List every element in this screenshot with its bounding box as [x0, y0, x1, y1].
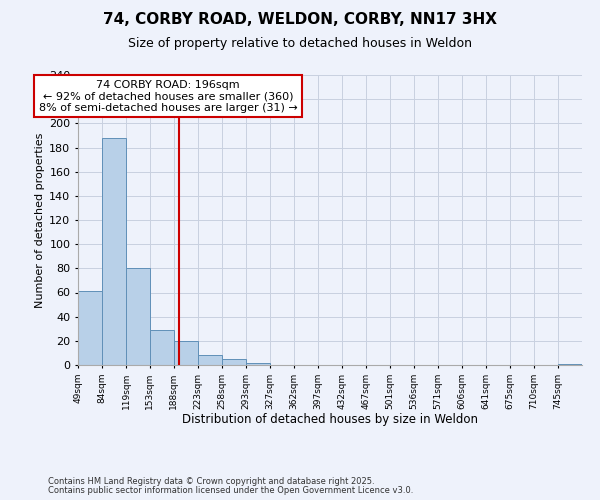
Bar: [222, 359, 246, 365]
Y-axis label: Number of detached properties: Number of detached properties: [35, 132, 45, 308]
Text: Contains HM Land Registry data © Crown copyright and database right 2025.: Contains HM Land Registry data © Crown c…: [48, 477, 374, 486]
Bar: [246, 362, 271, 365]
Text: Contains public sector information licensed under the Open Government Licence v3: Contains public sector information licen…: [48, 486, 413, 495]
Bar: [174, 341, 198, 365]
Bar: [198, 356, 222, 365]
X-axis label: Distribution of detached houses by size in Weldon: Distribution of detached houses by size …: [182, 413, 478, 426]
Bar: [558, 364, 582, 365]
Bar: [150, 330, 174, 365]
Bar: [126, 268, 151, 365]
Bar: [78, 292, 102, 365]
Bar: [102, 138, 126, 365]
Text: 74 CORBY ROAD: 196sqm
← 92% of detached houses are smaller (360)
8% of semi-deta: 74 CORBY ROAD: 196sqm ← 92% of detached …: [38, 80, 298, 113]
Text: Size of property relative to detached houses in Weldon: Size of property relative to detached ho…: [128, 38, 472, 51]
Text: 74, CORBY ROAD, WELDON, CORBY, NN17 3HX: 74, CORBY ROAD, WELDON, CORBY, NN17 3HX: [103, 12, 497, 28]
